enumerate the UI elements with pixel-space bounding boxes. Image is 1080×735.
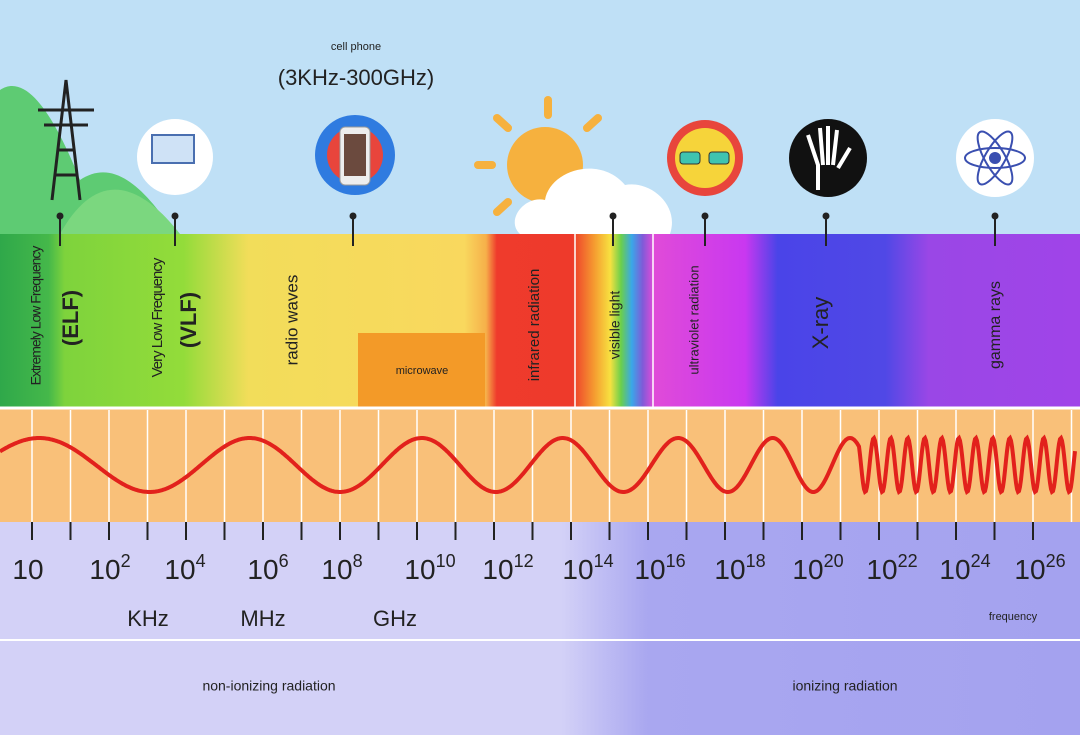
- tick-base: 10: [634, 554, 665, 585]
- tick-label: 1014: [562, 551, 613, 586]
- tick-label: 1020: [792, 551, 843, 586]
- tick-exponent: 24: [971, 551, 991, 571]
- phone-screen: [344, 134, 366, 176]
- tick-exponent: 18: [746, 551, 766, 571]
- tick-exponent: 22: [898, 551, 918, 571]
- band-label: infrared radiation: [526, 269, 543, 382]
- range: (3KHz-300GHz): [278, 65, 434, 90]
- tick-label: 1016: [634, 551, 685, 586]
- wave-band: [0, 408, 1080, 522]
- tick-exponent: 14: [594, 551, 614, 571]
- tick-exponent: 20: [824, 551, 844, 571]
- microwave-band: [358, 333, 485, 408]
- tick-base: 10: [714, 554, 745, 585]
- tower-icon: [38, 79, 94, 201]
- scale-band: [0, 522, 1080, 735]
- spectrum-band: [0, 234, 1080, 408]
- pin-dot: [349, 212, 357, 220]
- pin-dot: [56, 212, 64, 220]
- tick-label: 1022: [866, 551, 917, 586]
- nucleus: [989, 152, 1001, 164]
- tick-base: 10: [1014, 554, 1045, 585]
- pin-dot: [991, 212, 999, 220]
- tick-exponent: 4: [196, 551, 206, 571]
- pin-dot: [609, 212, 617, 220]
- tick-base: 10: [939, 554, 970, 585]
- unit-label: MHz: [240, 606, 285, 631]
- tick-label: 1010: [404, 551, 455, 586]
- tick-base: 10: [866, 554, 897, 585]
- tick-exponent: 26: [1046, 551, 1066, 571]
- band-label: Extremely Low Frequency: [28, 246, 44, 386]
- tick-base: 10: [89, 554, 120, 585]
- band-label: ultraviolet radiation: [686, 265, 701, 374]
- band-label: microwave: [396, 365, 449, 377]
- tick-base: 10: [164, 554, 195, 585]
- wave: [0, 434, 1077, 495]
- tick-label: 1012: [482, 551, 533, 586]
- glasses: [679, 151, 701, 165]
- tick-base: 10: [247, 554, 278, 585]
- band-abbr: (ELF): [58, 290, 83, 346]
- region-label: ionizing radiation: [792, 678, 897, 694]
- band-label: Very Low Frequency: [149, 257, 166, 377]
- tick-exponent: 10: [436, 551, 456, 571]
- tick-exponent: 6: [279, 551, 289, 571]
- tick-label: 10: [12, 554, 43, 585]
- tick-exponent: 16: [666, 551, 686, 571]
- tick-base: 10: [321, 554, 352, 585]
- tick-base: 10: [482, 554, 513, 585]
- tick-exponent: 12: [514, 551, 534, 571]
- atom: [964, 130, 1026, 186]
- tick-base: 10: [792, 554, 823, 585]
- tick-label: 106: [247, 551, 288, 586]
- tick-label: 1024: [939, 551, 990, 586]
- band-label: gamma rays: [987, 281, 1004, 369]
- band-label: X-ray: [808, 297, 833, 350]
- band-label: visible light: [607, 291, 623, 360]
- tick-base: 10: [404, 554, 435, 585]
- unit-label: GHz: [373, 606, 417, 631]
- unit-label: KHz: [127, 606, 169, 631]
- pin-dot: [701, 212, 709, 220]
- pin-dot: [171, 212, 179, 220]
- band-label: radio waves: [282, 275, 301, 366]
- tick-label: 104: [164, 551, 205, 586]
- region-label: non-ionizing radiation: [202, 678, 335, 694]
- glasses: [708, 151, 730, 165]
- tick-base: 10: [12, 554, 43, 585]
- tick-exponent: 8: [353, 551, 363, 571]
- uv-icon-inner: [675, 128, 735, 188]
- hand-bones: [806, 126, 852, 190]
- tick-base: 10: [562, 554, 593, 585]
- axis-label: frequency: [989, 611, 1038, 623]
- tick-label: 102: [89, 551, 130, 586]
- band-abbr: (VLF): [176, 292, 201, 348]
- pin-dot: [822, 212, 830, 220]
- computer-screen: [151, 134, 195, 164]
- caption: cell phone: [331, 41, 381, 53]
- sun-rays: [474, 96, 602, 216]
- tick-label: 1018: [714, 551, 765, 586]
- tick-label: 108: [321, 551, 362, 586]
- cloud: [514, 168, 672, 234]
- hill: [60, 189, 180, 234]
- tick-label: 1026: [1014, 551, 1065, 586]
- tick-exponent: 2: [121, 551, 131, 571]
